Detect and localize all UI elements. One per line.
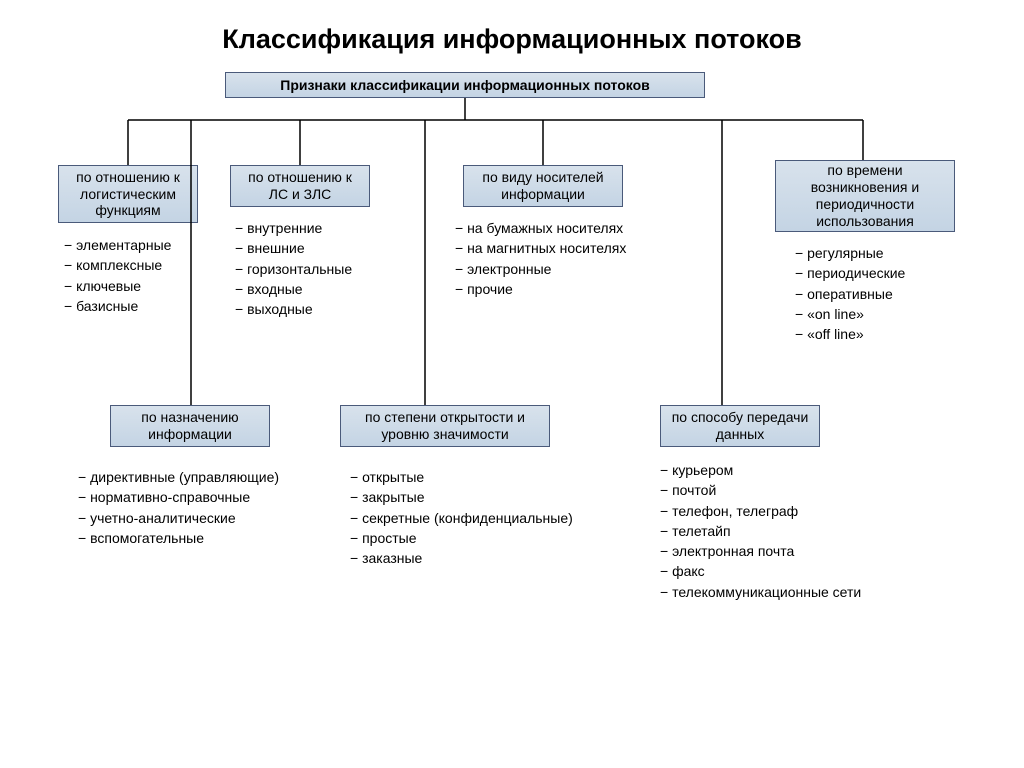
list-item: внешние: [235, 238, 352, 258]
list-item: простые: [350, 528, 573, 548]
list-item: входные: [235, 279, 352, 299]
list-item: телетайп: [660, 521, 861, 541]
box-transfer-method: по способу передачи данных: [660, 405, 820, 447]
box5-label: по назначению информации: [119, 409, 261, 443]
list-carrier-type: на бумажных носителяхна магнитных носите…: [455, 218, 626, 299]
list-item: телефон, телеграф: [660, 501, 861, 521]
list-item: прочие: [455, 279, 626, 299]
box-logistic-functions: по отношению к логистическим функциям: [58, 165, 198, 223]
list-item: открытые: [350, 467, 573, 487]
list-item: курьером: [660, 460, 861, 480]
root-box-label: Признаки классификации информационных по…: [280, 77, 650, 94]
list-item: заказные: [350, 548, 573, 568]
list-item: оперативные: [795, 284, 905, 304]
list-item: нормативно-справочные: [78, 487, 279, 507]
list-ls-zls: внутренниевнешниегоризонтальныевходныевы…: [235, 218, 352, 319]
connector-lines: [0, 0, 1024, 768]
list-item: секретные (конфиденциальные): [350, 508, 573, 528]
page-title: Классификация информационных потоков: [0, 0, 1024, 55]
list-item: регулярные: [795, 243, 905, 263]
list-item: «off line»: [795, 324, 905, 344]
root-box: Признаки классификации информационных по…: [225, 72, 705, 98]
list-item: периодические: [795, 263, 905, 283]
box1-label: по отношению к логистическим функциям: [67, 169, 189, 219]
list-item: учетно-аналитические: [78, 508, 279, 528]
box2-label: по отношению к ЛС и ЗЛС: [239, 169, 361, 203]
list-item: на магнитных носителях: [455, 238, 626, 258]
list-purpose: директивные (управляющие)нормативно-спра…: [78, 467, 279, 548]
list-item: «on line»: [795, 304, 905, 324]
list-openness: открытыезакрытыесекретные (конфиденциаль…: [350, 467, 573, 568]
box6-label: по степени открытости и уровню значимост…: [349, 409, 541, 443]
list-item: электронные: [455, 259, 626, 279]
list-item: закрытые: [350, 487, 573, 507]
box-time-periodicity: по времени возникновения и периодичности…: [775, 160, 955, 232]
list-item: базисные: [64, 296, 171, 316]
list-item: внутренние: [235, 218, 352, 238]
list-transfer-method: курьеромпочтойтелефон, телеграфтелетайпэ…: [660, 460, 861, 602]
list-item: почтой: [660, 480, 861, 500]
box-purpose: по назначению информации: [110, 405, 270, 447]
list-item: директивные (управляющие): [78, 467, 279, 487]
list-item: комплексные: [64, 255, 171, 275]
list-item: электронная почта: [660, 541, 861, 561]
list-item: ключевые: [64, 276, 171, 296]
list-item: на бумажных носителях: [455, 218, 626, 238]
list-item: телекоммуникационные сети: [660, 582, 861, 602]
box4-label: по времени возникновения и периодичности…: [784, 162, 946, 229]
box-ls-zls: по отношению к ЛС и ЗЛС: [230, 165, 370, 207]
list-item: вспомогательные: [78, 528, 279, 548]
list-item: элементарные: [64, 235, 171, 255]
list-logistic-functions: элементарныекомплексныеключевыебазисные: [64, 235, 171, 316]
box3-label: по виду носителей информации: [472, 169, 614, 203]
list-item: горизонтальные: [235, 259, 352, 279]
list-item: факс: [660, 561, 861, 581]
list-item: выходные: [235, 299, 352, 319]
box7-label: по способу передачи данных: [669, 409, 811, 443]
box-openness: по степени открытости и уровню значимост…: [340, 405, 550, 447]
box-carrier-type: по виду носителей информации: [463, 165, 623, 207]
list-time-periodicity: регулярныепериодическиеоперативные«on li…: [795, 243, 905, 344]
